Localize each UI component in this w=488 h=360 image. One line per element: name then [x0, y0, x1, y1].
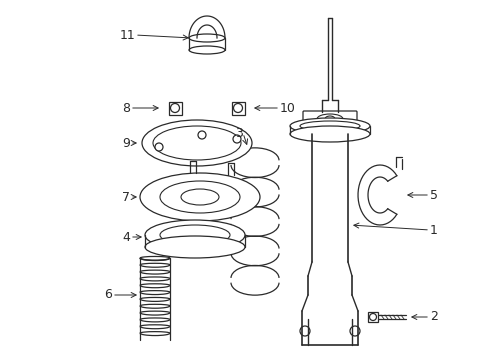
Circle shape	[349, 326, 359, 336]
Ellipse shape	[181, 189, 219, 205]
FancyBboxPatch shape	[169, 102, 182, 115]
Text: 3: 3	[235, 126, 243, 140]
Ellipse shape	[189, 34, 224, 42]
Circle shape	[233, 104, 242, 113]
FancyBboxPatch shape	[231, 102, 244, 115]
Circle shape	[369, 314, 376, 320]
Text: 11: 11	[119, 28, 135, 41]
Ellipse shape	[145, 220, 244, 250]
Circle shape	[232, 135, 241, 143]
Circle shape	[198, 131, 205, 139]
Circle shape	[155, 143, 163, 151]
Text: 8: 8	[122, 102, 130, 114]
Text: 7: 7	[122, 190, 130, 203]
Ellipse shape	[316, 114, 342, 124]
Ellipse shape	[160, 225, 229, 245]
Text: 9: 9	[122, 136, 130, 149]
Ellipse shape	[142, 120, 251, 166]
Text: 4: 4	[122, 230, 130, 243]
Ellipse shape	[299, 121, 359, 131]
FancyBboxPatch shape	[303, 111, 356, 127]
Circle shape	[170, 104, 179, 113]
Text: 6: 6	[104, 288, 112, 302]
FancyBboxPatch shape	[367, 312, 377, 322]
Ellipse shape	[289, 118, 369, 134]
Ellipse shape	[289, 126, 369, 142]
Text: 5: 5	[429, 189, 437, 202]
Text: 10: 10	[280, 102, 295, 114]
Text: 2: 2	[429, 310, 437, 324]
Ellipse shape	[145, 236, 244, 258]
Text: 1: 1	[429, 224, 437, 237]
Ellipse shape	[325, 116, 334, 122]
Ellipse shape	[140, 173, 260, 221]
Ellipse shape	[153, 126, 241, 160]
Circle shape	[299, 326, 309, 336]
Ellipse shape	[160, 181, 240, 213]
Ellipse shape	[189, 46, 224, 54]
